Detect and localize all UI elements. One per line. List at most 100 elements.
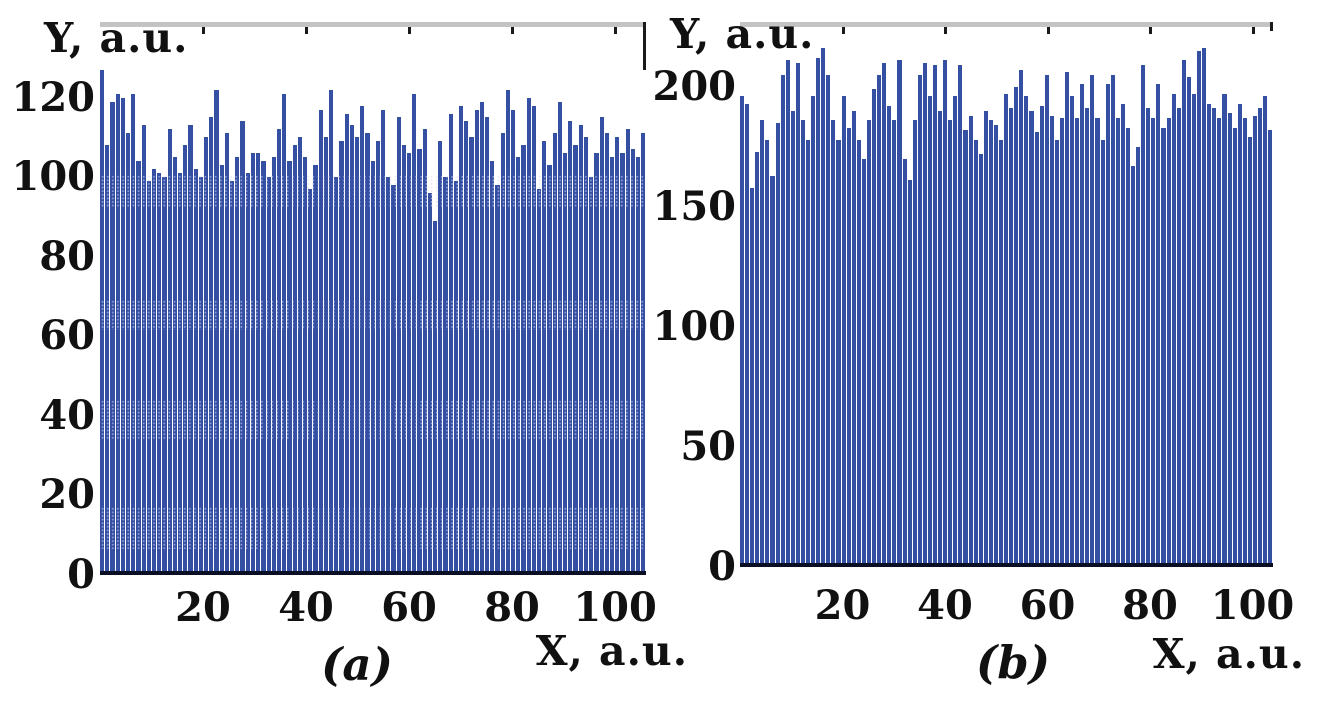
bar [537, 189, 542, 575]
bar [1100, 139, 1105, 567]
bar [795, 62, 800, 567]
bar [1136, 146, 1141, 567]
bar [948, 120, 953, 567]
bar [105, 145, 110, 575]
bar [318, 109, 323, 575]
bar [882, 62, 887, 567]
bar [172, 157, 178, 575]
bar [339, 141, 344, 575]
bar [282, 93, 287, 575]
bar [993, 125, 998, 567]
top-axis-tick [1046, 27, 1050, 34]
bar [126, 133, 131, 575]
bar [907, 180, 912, 567]
plot-right-border [1270, 22, 1273, 31]
bar [1004, 94, 1009, 567]
bar [448, 113, 453, 575]
bar [1156, 84, 1161, 567]
bar [1019, 70, 1024, 567]
bar [302, 157, 308, 575]
bar [740, 96, 745, 567]
bar [516, 157, 521, 575]
bar [443, 177, 448, 575]
x-axis-title-a: X, a.u. [535, 627, 688, 675]
bar [958, 65, 963, 567]
bar [615, 137, 620, 575]
bar [568, 121, 573, 575]
bar [464, 121, 469, 575]
bar [625, 129, 630, 575]
bar [167, 129, 172, 575]
x-tick-label: 40 [278, 584, 334, 631]
bar [152, 169, 157, 575]
top-axis-tick [841, 27, 845, 34]
bar [162, 177, 167, 575]
bar [1263, 96, 1268, 567]
y-tick-label: 60 [39, 312, 95, 360]
top-axis-tick [614, 27, 618, 34]
bar [386, 177, 391, 575]
bar [872, 89, 877, 567]
bar [1120, 103, 1125, 567]
y-tick-label: 150 [652, 182, 737, 230]
bar [287, 161, 292, 575]
bar [313, 165, 318, 575]
y-tick-label: 0 [67, 551, 95, 598]
bar [1207, 103, 1212, 567]
bar [100, 69, 105, 575]
bar [354, 137, 360, 575]
bar [1161, 127, 1166, 567]
bar [1095, 118, 1100, 567]
bar [240, 121, 245, 575]
bar [922, 62, 927, 567]
bar [780, 74, 785, 567]
panel-letter-b: (b) [975, 636, 1051, 689]
bar [266, 177, 271, 575]
bar [417, 149, 422, 575]
bar [1227, 113, 1232, 567]
bar [599, 117, 604, 575]
bar [375, 141, 380, 575]
plot-area-a [100, 22, 646, 575]
bar [641, 133, 646, 575]
bar [1242, 118, 1247, 567]
bar [209, 117, 214, 575]
y-tick-label: 50 [680, 422, 736, 470]
bar [297, 137, 302, 575]
y-axis-title-b: Y, a.u. [670, 10, 815, 58]
bar [370, 161, 375, 575]
bar [1146, 108, 1151, 567]
bar [1039, 106, 1044, 567]
top-axis-tick [202, 27, 206, 34]
bar [531, 105, 537, 575]
bar [219, 165, 224, 575]
bar [765, 139, 770, 567]
bar [141, 125, 146, 575]
bar [785, 60, 790, 567]
y-tick-label: 100 [11, 153, 96, 201]
bar [1085, 108, 1090, 567]
bar [1191, 94, 1197, 567]
bar [750, 187, 755, 567]
bar [821, 48, 826, 567]
bar [323, 137, 328, 575]
bar [360, 105, 365, 575]
bar [433, 220, 438, 575]
bar [583, 137, 589, 575]
bar [328, 89, 334, 575]
bar [866, 120, 872, 567]
bar [250, 153, 256, 575]
x-tick-label: 60 [1019, 582, 1076, 629]
bar [204, 137, 209, 575]
x-tick-label: 60 [381, 584, 437, 631]
bar [230, 181, 235, 575]
bar [406, 153, 412, 575]
bar [745, 103, 750, 567]
bar [877, 74, 882, 567]
bar [136, 161, 141, 575]
y-tick-label: 120 [11, 73, 96, 121]
bar [261, 161, 266, 575]
plot-right-border [643, 22, 646, 70]
bar [1044, 74, 1049, 567]
bar [188, 125, 193, 575]
